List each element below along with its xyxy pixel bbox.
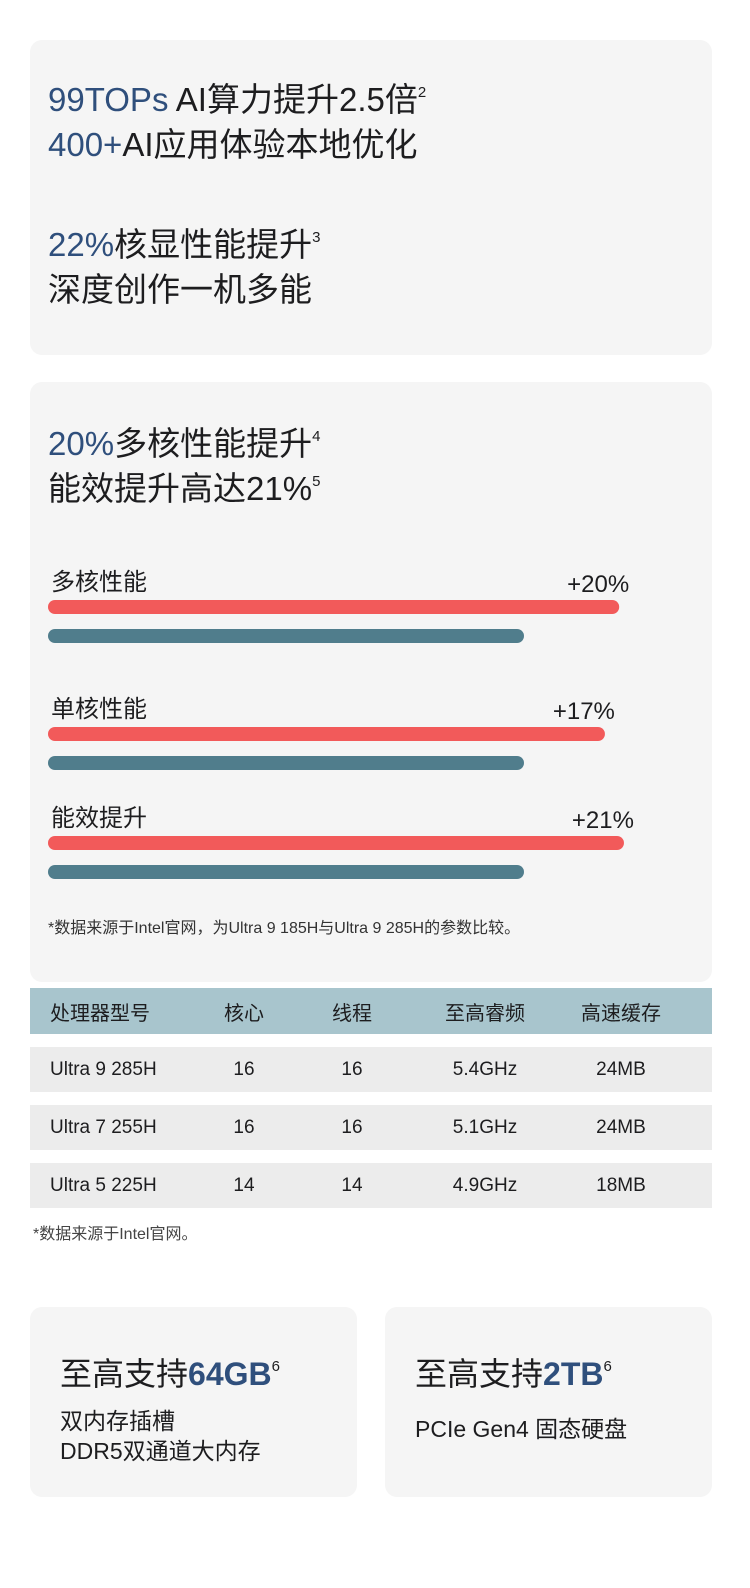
ai-line-2-text: AI应用体验本地优化 <box>122 125 418 163</box>
performance-headline: 20%多核性能提升4 能效提升高达21%5 <box>48 422 320 512</box>
ai-feature-card: 99TOPs AI算力提升2.5倍2 400+AI应用体验本地优化 22%核显性… <box>30 40 712 355</box>
cell-threads: 16 <box>341 1116 363 1138</box>
cell-turbo: 5.1GHz <box>452 1116 518 1138</box>
cell-cores: 16 <box>233 1058 255 1080</box>
processor-spec-table: 处理器型号 核心 线程 至高睿频 高速缓存 Ultra 9 285H 16 16… <box>30 988 712 1208</box>
cell-cache: 24MB <box>596 1116 646 1138</box>
cell-model: Ultra 5 225H <box>50 1174 157 1196</box>
memory-card: 至高支持64GB6 双内存插槽 DDR5双通道大内存 <box>30 1307 357 1497</box>
footnote-4: 4 <box>312 428 321 445</box>
cell-cache: 18MB <box>596 1174 646 1196</box>
cell-turbo: 5.4GHz <box>452 1058 518 1080</box>
table-header: 处理器型号 核心 线程 至高睿频 高速缓存 <box>30 988 712 1034</box>
memory-line-1: 双内存插槽 <box>60 1408 175 1434</box>
storage-title-prefix: 至高支持 <box>415 1356 544 1392</box>
ai-line-1-text: AI算力提升2.5倍 <box>168 81 418 118</box>
ai-headline: 99TOPs AI算力提升2.5倍2 400+AI应用体验本地优化 <box>48 78 426 168</box>
value-label-multicore: +20% <box>567 571 629 598</box>
ai-line-2: 400+AI应用体验本地优化 <box>48 123 426 168</box>
gpu-line-1-text: 核显性能提升 <box>114 226 313 263</box>
storage-capacity: 2TB <box>543 1356 604 1392</box>
gpu-percent-value: 22% <box>48 226 115 263</box>
storage-card: 至高支持2TB6 PCIe Gen4 固态硬盘 <box>385 1307 712 1497</box>
header-model: 处理器型号 <box>50 1002 150 1025</box>
cell-threads: 14 <box>341 1174 363 1196</box>
footnote-3: 3 <box>312 229 321 246</box>
table-source-note: *数据来源于Intel官网。 <box>33 1226 198 1243</box>
header-threads: 线程 <box>332 1002 372 1025</box>
footnote-6: 6 <box>603 1358 612 1376</box>
category-label-multicore: 多核性能 <box>51 569 147 596</box>
perf-line-1: 20%多核性能提升4 <box>48 422 320 467</box>
footnote-2: 2 <box>417 84 427 101</box>
category-label-singlecore: 单核性能 <box>51 696 147 723</box>
table-row: Ultra 5 225H 14 14 4.9GHz 18MB <box>30 1163 712 1208</box>
table-row: Ultra 9 285H 16 16 5.4GHz 24MB <box>30 1047 712 1092</box>
value-label-singlecore: +17% <box>553 698 615 725</box>
header-cores: 核心 <box>224 1002 264 1025</box>
ai-tops-value: 99TOPs <box>48 81 169 118</box>
cell-cache: 24MB <box>596 1058 646 1080</box>
cell-cores: 14 <box>233 1174 255 1196</box>
header-cache: 高速缓存 <box>581 1002 661 1025</box>
ai-apps-value: 400+ <box>48 125 123 163</box>
table-row: Ultra 7 255H 16 16 5.1GHz 24MB <box>30 1105 712 1150</box>
cell-model: Ultra 9 285H <box>50 1058 157 1080</box>
footnote-6: 6 <box>271 1358 280 1376</box>
cell-model: Ultra 7 255H <box>50 1116 157 1138</box>
cell-turbo: 4.9GHz <box>452 1174 518 1196</box>
gpu-line-1: 22%核显性能提升3 <box>48 223 320 268</box>
cell-cores: 16 <box>233 1116 255 1138</box>
performance-source-note: *数据来源于Intel官网，为Ultra 9 185H与Ultra 9 285H… <box>48 920 521 937</box>
header-turbo: 至高睿频 <box>445 1002 525 1025</box>
storage-line-1: PCIe Gen4 固态硬盘 <box>415 1416 628 1442</box>
gpu-headline: 22%核显性能提升3 深度创作一机多能 <box>48 223 320 313</box>
storage-description: PCIe Gen4 固态硬盘 <box>415 1415 627 1445</box>
storage-title: 至高支持2TB6 <box>415 1349 612 1395</box>
value-label-efficiency: +21% <box>572 807 634 834</box>
perf-line-2-text: 能效提升高达21% <box>48 469 313 507</box>
memory-title: 至高支持64GB6 <box>60 1349 280 1395</box>
performance-bar-chart: 多核性能 +20% 单核性能 +17% 能效提升 +21% <box>48 569 634 879</box>
footnote-5: 5 <box>312 472 321 490</box>
memory-capacity: 64GB <box>188 1356 272 1392</box>
multicore-percent-value: 20% <box>48 425 115 462</box>
ai-line-1: 99TOPs AI算力提升2.5倍2 <box>48 78 426 123</box>
performance-card: 20%多核性能提升4 能效提升高达21%5 多核性能 +20% 单核性能 +17% 能效… <box>30 382 712 982</box>
memory-line-2: DDR5双通道大内存 <box>60 1437 261 1464</box>
category-label-efficiency: 能效提升 <box>51 805 147 832</box>
perf-line-1-text: 多核性能提升 <box>114 425 313 462</box>
perf-line-2: 能效提升高达21%5 <box>48 467 320 512</box>
memory-description: 双内存插槽 DDR5双通道大内存 <box>60 1407 261 1467</box>
cell-threads: 16 <box>341 1058 363 1080</box>
gpu-line-2: 深度创作一机多能 <box>48 270 312 308</box>
memory-title-prefix: 至高支持 <box>60 1356 189 1392</box>
